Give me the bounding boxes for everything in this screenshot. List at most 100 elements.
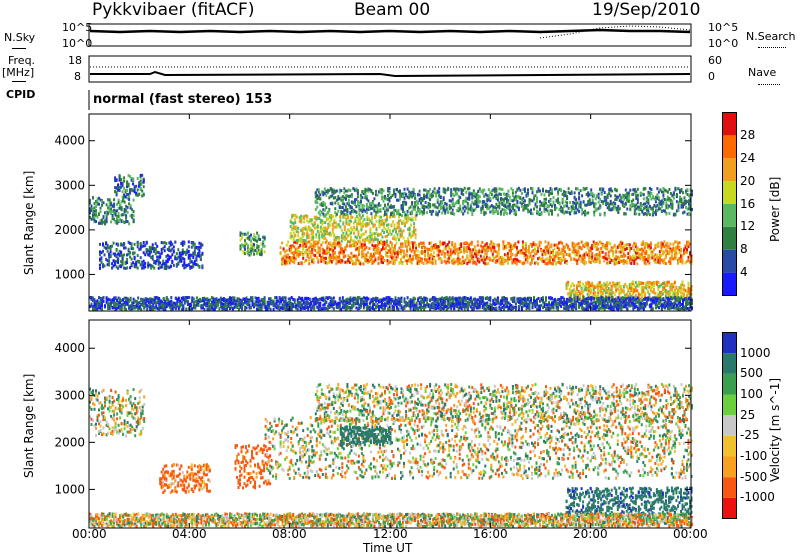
data-cell <box>423 242 425 245</box>
data-cell <box>137 254 139 257</box>
data-cell <box>509 196 511 199</box>
data-cell <box>99 264 101 267</box>
data-cell <box>657 242 659 245</box>
data-cell <box>460 249 462 252</box>
data-cell <box>153 267 155 270</box>
data-cell <box>565 191 567 194</box>
data-cell <box>402 208 404 211</box>
data-cell <box>389 192 391 195</box>
data-cell <box>171 253 173 256</box>
data-cell <box>103 216 105 219</box>
data-cell <box>647 210 649 213</box>
data-cell <box>444 242 446 245</box>
data-cell <box>674 213 676 216</box>
data-cell <box>578 196 580 199</box>
data-cell <box>481 250 483 253</box>
data-cell <box>102 242 104 245</box>
data-cell <box>551 192 553 195</box>
data-cell <box>539 244 541 247</box>
data-cell <box>673 191 675 194</box>
data-cell <box>554 248 556 251</box>
data-cell <box>462 256 464 259</box>
data-cell <box>200 257 202 260</box>
data-cell <box>581 208 583 211</box>
data-cell <box>587 211 589 214</box>
data-cell <box>668 252 670 255</box>
data-cell <box>663 240 665 243</box>
data-cell <box>628 200 630 203</box>
data-cell <box>131 242 133 245</box>
data-cell <box>324 203 326 206</box>
data-cell <box>123 253 125 256</box>
data-cell <box>106 220 108 223</box>
data-cell <box>637 188 639 191</box>
data-cell <box>359 220 361 223</box>
data-cell <box>123 180 125 183</box>
data-cell <box>620 285 622 288</box>
data-cell <box>434 187 436 190</box>
data-cell <box>417 250 419 253</box>
data-cell <box>293 254 295 257</box>
data-cell <box>117 258 119 261</box>
data-cell <box>99 267 101 270</box>
data-cell <box>380 208 382 211</box>
data-cell <box>402 262 404 265</box>
data-cell <box>389 200 391 203</box>
data-cell <box>674 281 676 284</box>
data-cell <box>125 246 127 249</box>
data-cell <box>551 243 553 246</box>
data-cell <box>635 281 637 284</box>
data-cell <box>581 247 583 250</box>
data-cell <box>357 189 359 192</box>
data-cell <box>404 188 406 191</box>
data-cell <box>498 244 500 247</box>
data-cell <box>360 200 362 203</box>
data-cell <box>143 179 145 182</box>
data-cell <box>458 199 460 202</box>
data-cell <box>122 190 124 193</box>
data-cell <box>164 245 166 248</box>
data-cell <box>280 246 282 249</box>
data-cell <box>675 253 677 256</box>
data-cell <box>459 205 461 208</box>
data-cell <box>487 262 489 265</box>
data-cell <box>662 194 664 197</box>
data-cell <box>173 264 175 267</box>
data-cell <box>612 250 614 253</box>
data-cell <box>107 250 109 253</box>
data-cell <box>305 239 307 242</box>
data-cell <box>116 249 118 252</box>
data-cell <box>329 224 331 227</box>
data-cell <box>648 258 650 261</box>
data-cell <box>452 198 454 201</box>
data-cell <box>124 201 126 204</box>
data-cell <box>358 213 360 216</box>
data-cell <box>341 240 343 243</box>
data-cell <box>134 188 136 191</box>
data-cell <box>371 235 373 238</box>
data-cell <box>557 214 559 217</box>
data-cell <box>489 197 491 200</box>
data-cell <box>683 293 685 296</box>
data-cell <box>380 216 382 219</box>
data-cell <box>383 207 385 210</box>
data-cell <box>128 198 130 201</box>
data-cell <box>647 289 649 292</box>
data-cell <box>466 250 468 253</box>
data-cell <box>410 223 412 226</box>
data-cell <box>116 179 118 182</box>
data-cell <box>201 252 203 255</box>
data-cell <box>578 210 580 213</box>
data-cell <box>409 254 411 257</box>
data-cell <box>635 243 637 246</box>
data-cell <box>287 241 289 244</box>
data-cell <box>406 240 408 243</box>
data-cell <box>590 188 592 191</box>
data-cell <box>118 215 120 218</box>
data-cell <box>562 201 564 204</box>
data-cell <box>607 196 609 199</box>
data-cell <box>432 194 434 197</box>
data-cell <box>334 247 336 250</box>
data-cell <box>350 220 352 223</box>
